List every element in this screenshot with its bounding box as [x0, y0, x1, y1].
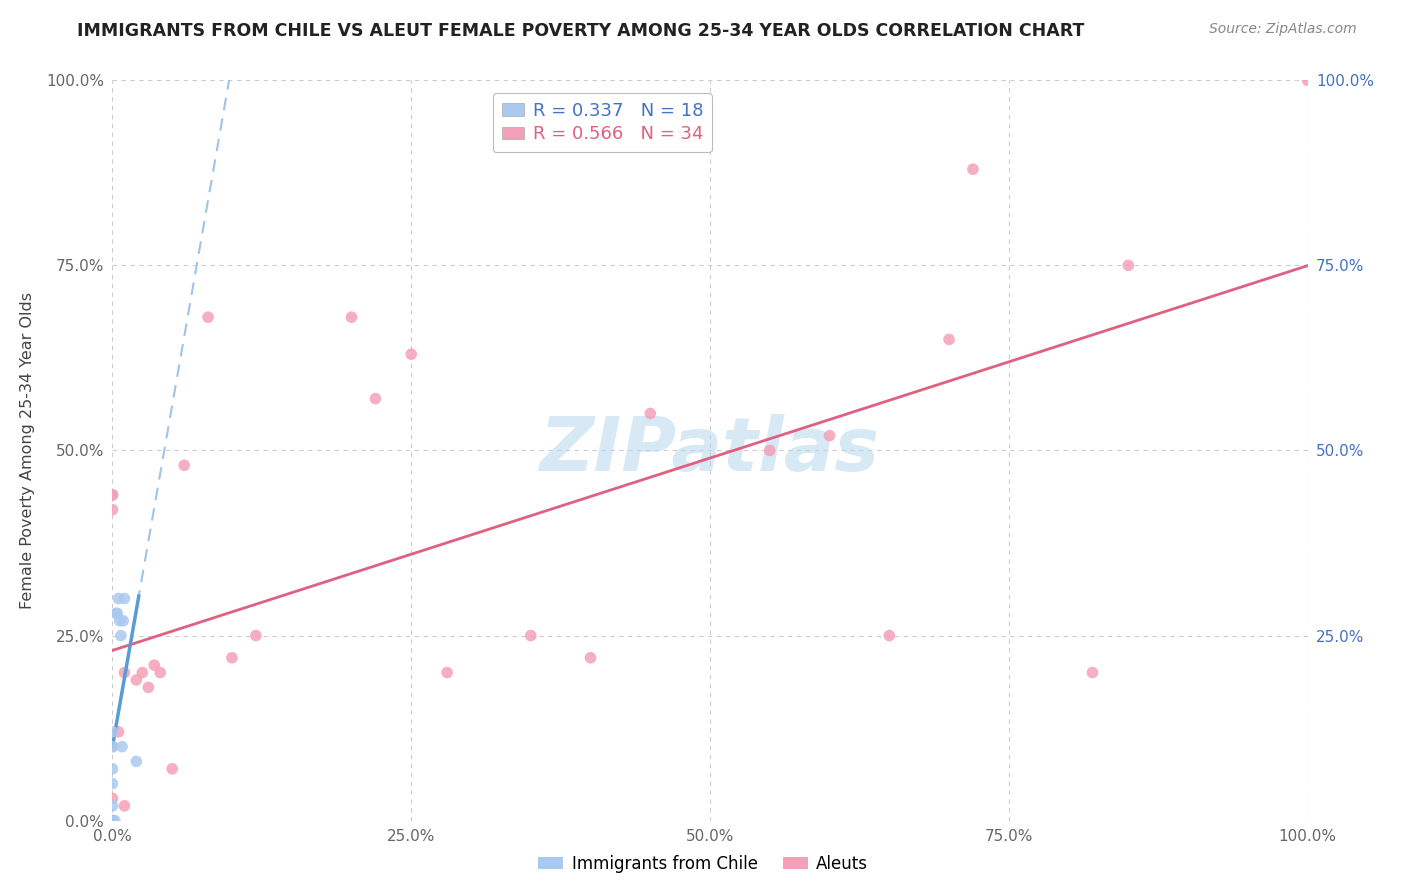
Point — [149, 665, 172, 680]
Point — [104, 814, 127, 828]
Point — [107, 724, 129, 739]
Point — [107, 591, 129, 606]
Point — [1296, 73, 1319, 87]
Point — [105, 607, 128, 621]
Point — [579, 650, 602, 665]
Point — [101, 791, 124, 805]
Point — [101, 739, 124, 754]
Point — [938, 332, 960, 346]
Point — [101, 724, 124, 739]
Legend: R = 0.337   N = 18, R = 0.566   N = 34: R = 0.337 N = 18, R = 0.566 N = 34 — [494, 93, 711, 153]
Y-axis label: Female Poverty Among 25-34 Year Olds: Female Poverty Among 25-34 Year Olds — [20, 292, 35, 609]
Point — [114, 798, 135, 813]
Point — [1081, 665, 1104, 680]
Point — [112, 614, 135, 628]
Point — [125, 673, 148, 687]
Point — [436, 665, 458, 680]
Point — [101, 739, 124, 754]
Point — [879, 628, 901, 642]
Point — [962, 162, 984, 177]
Point — [114, 591, 135, 606]
Point — [1118, 259, 1140, 273]
Text: IMMIGRANTS FROM CHILE VS ALEUT FEMALE POVERTY AMONG 25-34 YEAR OLDS CORRELATION : IMMIGRANTS FROM CHILE VS ALEUT FEMALE PO… — [77, 22, 1084, 40]
Point — [110, 628, 132, 642]
Point — [101, 762, 124, 776]
Point — [101, 502, 124, 516]
Point — [197, 310, 219, 325]
Point — [101, 488, 124, 502]
Point — [245, 628, 267, 642]
Point — [364, 392, 387, 406]
Point — [108, 614, 131, 628]
Point — [340, 310, 363, 325]
Point — [520, 628, 543, 642]
Point — [101, 814, 124, 828]
Point — [401, 347, 423, 361]
Point — [105, 607, 128, 621]
Point — [101, 798, 124, 813]
Point — [101, 776, 124, 791]
Point — [759, 443, 782, 458]
Point — [101, 814, 124, 828]
Text: ZIPatlas: ZIPatlas — [540, 414, 880, 487]
Point — [114, 665, 135, 680]
Point — [640, 407, 662, 421]
Point — [101, 814, 124, 828]
Legend: Immigrants from Chile, Aleuts: Immigrants from Chile, Aleuts — [531, 848, 875, 880]
Point — [162, 762, 183, 776]
Point — [125, 755, 148, 769]
Point — [101, 488, 124, 502]
Point — [221, 650, 243, 665]
Point — [143, 658, 166, 673]
Point — [101, 814, 124, 828]
Point — [131, 665, 153, 680]
Point — [138, 681, 160, 695]
Point — [818, 428, 841, 442]
Point — [173, 458, 195, 473]
Point — [111, 739, 134, 754]
Text: Source: ZipAtlas.com: Source: ZipAtlas.com — [1209, 22, 1357, 37]
